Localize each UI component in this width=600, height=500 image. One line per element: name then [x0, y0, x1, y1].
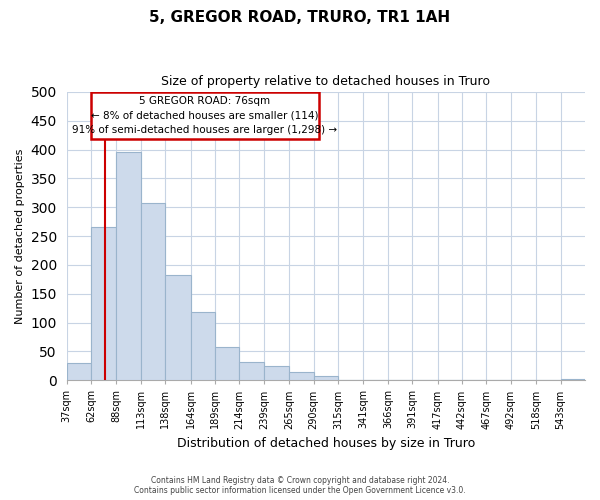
Bar [314, 376, 338, 380]
Bar [264, 366, 289, 380]
Y-axis label: Number of detached properties: Number of detached properties [15, 148, 25, 324]
Title: Size of property relative to detached houses in Truro: Size of property relative to detached ho… [161, 75, 490, 88]
Bar [560, 379, 585, 380]
Text: 5 GREGOR ROAD: 76sqm
← 8% of detached houses are smaller (114)
91% of semi-detac: 5 GREGOR ROAD: 76sqm ← 8% of detached ho… [72, 96, 337, 136]
Bar [239, 362, 264, 380]
Bar [289, 372, 314, 380]
Bar [141, 202, 165, 380]
Bar [116, 152, 141, 380]
Bar [67, 363, 91, 380]
Bar [165, 274, 191, 380]
FancyBboxPatch shape [91, 92, 319, 139]
Text: Contains HM Land Registry data © Crown copyright and database right 2024.
Contai: Contains HM Land Registry data © Crown c… [134, 476, 466, 495]
Bar [191, 312, 215, 380]
Text: 5, GREGOR ROAD, TRURO, TR1 1AH: 5, GREGOR ROAD, TRURO, TR1 1AH [149, 10, 451, 25]
Bar [215, 347, 239, 380]
Bar [91, 228, 116, 380]
X-axis label: Distribution of detached houses by size in Truro: Distribution of detached houses by size … [177, 437, 475, 450]
